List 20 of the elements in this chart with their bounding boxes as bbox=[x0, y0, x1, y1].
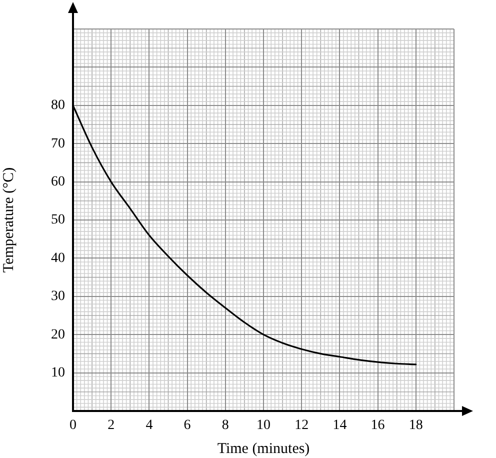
x-tick-label: 4 bbox=[146, 418, 153, 434]
y-tick-label: 60 bbox=[51, 174, 65, 190]
x-tick-label: 8 bbox=[222, 418, 229, 434]
y-tick-label: 80 bbox=[51, 98, 65, 114]
y-tick-label: 30 bbox=[51, 289, 65, 304]
x-tick-label: 12 bbox=[294, 418, 309, 434]
y-tick-label: 40 bbox=[51, 250, 65, 266]
x-tick-label: 10 bbox=[256, 418, 270, 434]
x-tick-label: 18 bbox=[408, 418, 423, 434]
x-tick-label: 14 bbox=[332, 418, 347, 434]
x-axis-title: Time (minutes) bbox=[217, 440, 310, 457]
x-tick-label: 16 bbox=[370, 418, 385, 434]
x-tick-label: 6 bbox=[184, 418, 191, 434]
y-tick-label: 20 bbox=[51, 327, 65, 342]
y-tick-label: 10 bbox=[51, 365, 65, 380]
y-tick-label: 50 bbox=[51, 212, 65, 228]
y-tick-label: 70 bbox=[51, 136, 65, 152]
x-tick-label: 2 bbox=[108, 418, 115, 434]
y-axis-title: Temperature (°C) bbox=[0, 167, 17, 273]
x-tick-label: 0 bbox=[70, 418, 76, 434]
